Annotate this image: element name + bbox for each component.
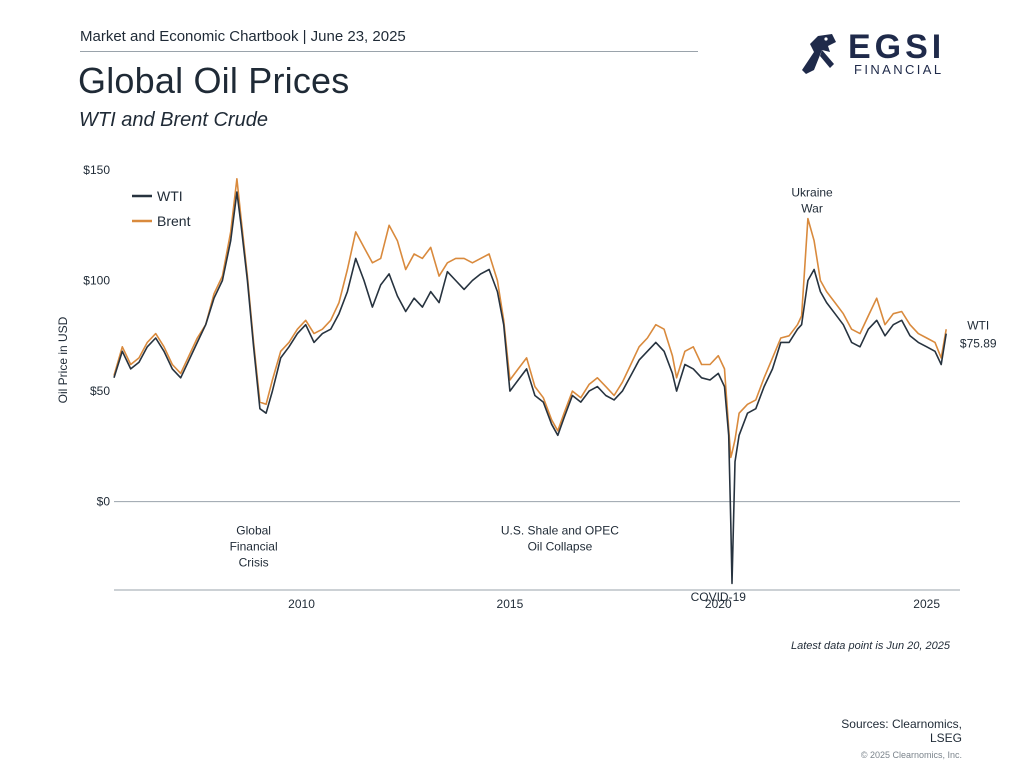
sources: Sources: Clearnomics, LSEG bbox=[762, 717, 962, 745]
annotation-label: COVID-19 bbox=[691, 590, 747, 604]
annotation-label: War bbox=[801, 202, 823, 216]
chartbook-header: Market and Economic Chartbook | June 23,… bbox=[80, 28, 406, 45]
egsi-logo: EGSI FINANCIAL bbox=[796, 28, 956, 80]
annotation-label: Financial bbox=[230, 540, 278, 554]
legend-label-brent: Brent bbox=[157, 213, 191, 229]
header-divider bbox=[80, 51, 698, 52]
end-value-label: $75.89 bbox=[960, 337, 997, 351]
annotation-label: U.S. Shale and OPEC bbox=[501, 524, 619, 538]
logo-text: EGSI bbox=[848, 28, 946, 66]
copyright: © 2025 Clearnomics, Inc. bbox=[860, 750, 962, 760]
x-tick-label: 2015 bbox=[497, 597, 524, 611]
y-tick-label: $0 bbox=[97, 495, 111, 509]
x-tick-label: 2020 bbox=[705, 597, 732, 611]
y-tick-label: $50 bbox=[90, 384, 110, 398]
series-line-brent bbox=[113, 178, 947, 459]
x-tick-label: 2010 bbox=[288, 597, 315, 611]
logo-subtext: FINANCIAL bbox=[854, 62, 944, 77]
series-line-wti bbox=[113, 191, 947, 585]
annotation-label: Crisis bbox=[239, 556, 269, 570]
end-value-label: WTI bbox=[967, 319, 989, 333]
latest-data-note: Latest data point is Jun 20, 2025 bbox=[790, 640, 950, 652]
annotation-label: Oil Collapse bbox=[528, 540, 593, 554]
y-tick-label: $150 bbox=[83, 163, 110, 177]
sources-line-1: Sources: Clearnomics, bbox=[841, 717, 962, 731]
page-subtitle: WTI and Brent Crude bbox=[79, 109, 268, 131]
y-tick-label: $100 bbox=[83, 274, 110, 288]
oil-price-chart: $150 $100 $50 $0 2010 2015 2020 2025 Oil Price i… bbox=[56, 163, 997, 611]
logo-mark-icon bbox=[802, 34, 836, 74]
y-axis-title: Oil Price in USD bbox=[56, 316, 70, 403]
sources-line-2: LSEG bbox=[929, 731, 962, 745]
annotation-label: Ukraine bbox=[791, 186, 833, 200]
annotation-label: Global bbox=[236, 524, 271, 538]
x-tick-label: 2025 bbox=[913, 597, 940, 611]
page-title: Global Oil Prices bbox=[78, 60, 350, 101]
legend-label-wti: WTI bbox=[157, 188, 183, 204]
